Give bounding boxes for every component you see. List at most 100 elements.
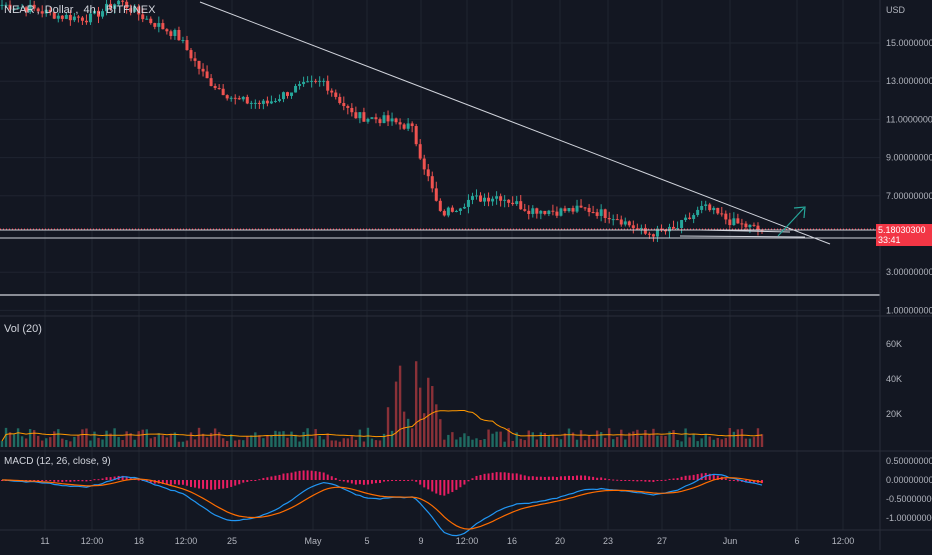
price-tick-1: 13.00000000	[886, 76, 932, 86]
volume-bar	[616, 436, 619, 447]
volume-bar	[515, 432, 518, 447]
candle	[563, 205, 567, 213]
macd-legend[interactable]: MACD (12, 26, close, 9)	[4, 456, 113, 467]
macd-histogram-bar	[592, 476, 595, 480]
candle	[318, 76, 322, 87]
macd-histogram-bar	[728, 480, 731, 481]
macd-histogram-bar	[278, 474, 281, 480]
candle	[302, 76, 306, 87]
volume-bar	[483, 439, 486, 447]
candle	[181, 36, 185, 44]
descending-trendline[interactable]	[199, 1, 831, 245]
volume-legend[interactable]: Vol (20)	[4, 323, 44, 335]
candle	[434, 181, 438, 202]
candle	[515, 195, 519, 206]
candle	[720, 206, 724, 217]
volume-bar	[700, 438, 703, 447]
candle	[177, 26, 181, 41]
candle	[611, 214, 615, 226]
candle	[229, 96, 233, 102]
volume-bar	[467, 436, 470, 447]
volume-bar	[535, 439, 539, 447]
macd-histogram-bar	[41, 480, 44, 482]
volume-bar	[732, 431, 736, 447]
macd-histogram-bar	[310, 470, 313, 480]
volume-bar	[234, 440, 237, 447]
candle	[390, 112, 394, 126]
volume-bar	[591, 439, 595, 447]
volume-bar	[402, 411, 406, 447]
macd-histogram-bar	[246, 480, 249, 482]
wedge-line-2[interactable]	[679, 235, 806, 238]
volume-bar	[575, 439, 579, 447]
candle	[117, 0, 121, 7]
macd-histogram-bar	[89, 480, 92, 481]
time-label-8: 12:00	[456, 536, 479, 546]
macd-histogram-bar	[451, 480, 454, 493]
volume-bar	[157, 433, 161, 447]
time-label-13: Jun	[723, 536, 738, 546]
volume-bar	[696, 441, 699, 447]
macd-histogram-bar	[519, 474, 522, 480]
volume-bar	[491, 433, 494, 447]
volume-bar	[358, 429, 362, 447]
candle	[40, 5, 44, 18]
legend-symbol: NEAR	[4, 4, 35, 16]
macd-histogram-bar	[173, 480, 176, 485]
volume-bar	[716, 437, 719, 447]
volume-tick-0: 60K	[886, 339, 902, 349]
candle	[619, 215, 623, 227]
volume-bar	[459, 437, 462, 447]
candle	[205, 65, 209, 79]
volume-bar	[109, 433, 112, 447]
price-tick-5: 3.00000000	[886, 267, 932, 277]
time-label-4: 25	[227, 536, 237, 546]
volume-bar	[523, 440, 526, 447]
volume-bar	[406, 418, 410, 447]
time-label-6: 5	[364, 536, 369, 546]
macd-histogram-bar	[238, 480, 241, 485]
candle	[410, 121, 414, 133]
macd-histogram-bar	[358, 480, 361, 485]
macd-histogram-bar	[580, 475, 583, 480]
macd-histogram-bar	[431, 480, 434, 492]
macd-histogram-bar	[342, 480, 345, 482]
macd-histogram-bar	[648, 480, 651, 482]
macd-histogram-bar	[254, 480, 257, 481]
symbol-legend[interactable]: NEAR, Dollar, 4h, BITFINEX	[4, 4, 156, 16]
candle	[213, 83, 217, 91]
volume-tick-2: 20K	[886, 409, 902, 419]
macd-histogram-bar	[716, 475, 719, 480]
volume-bar	[310, 438, 313, 447]
macd-histogram-bar	[572, 476, 575, 480]
candle	[736, 213, 740, 224]
volume-bar	[302, 431, 305, 447]
volume-bar	[334, 440, 337, 447]
macd-histogram-bar	[101, 478, 104, 480]
macd-histogram-bar	[640, 480, 643, 482]
volume-bar	[668, 431, 671, 447]
macd-histogram-bar	[403, 480, 406, 481]
macd-histogram-bar	[736, 480, 739, 482]
macd-histogram-bar	[85, 480, 88, 482]
macd-histogram-bar	[61, 480, 64, 483]
candle	[744, 221, 748, 231]
macd-histogram-bar	[49, 480, 52, 482]
volume-bar	[660, 435, 663, 447]
macd-histogram-bar	[105, 477, 108, 480]
volume-bar	[73, 436, 76, 447]
volume-bar	[487, 429, 490, 447]
macd-histogram-bar	[189, 480, 192, 487]
wedge-line-1[interactable]	[699, 229, 791, 233]
macd-histogram-bar	[596, 477, 599, 480]
macd-histogram-bar	[322, 472, 325, 480]
breakout-arrow[interactable]	[777, 206, 806, 237]
volume-bar	[254, 432, 257, 447]
volume-bar	[374, 440, 378, 447]
candle	[527, 205, 531, 220]
volume-bar	[390, 430, 394, 447]
volume-bar	[644, 429, 647, 447]
macd-histogram-bar	[712, 474, 715, 480]
